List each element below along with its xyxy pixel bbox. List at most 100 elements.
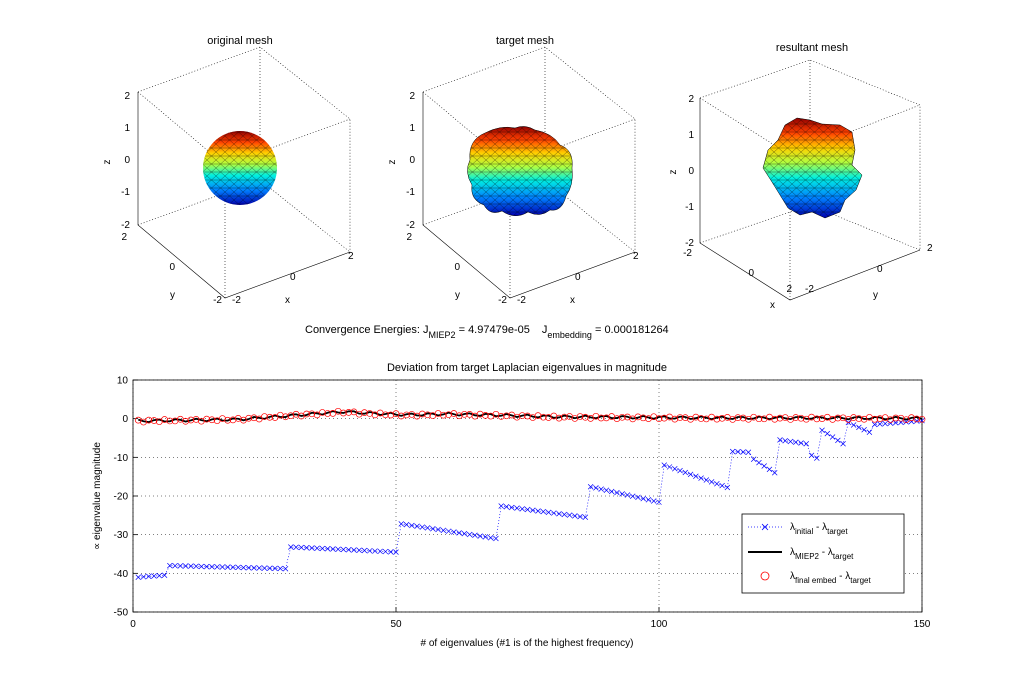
- data-point: [298, 544, 305, 551]
- data-point: [572, 513, 578, 519]
- data-point: [324, 410, 331, 417]
- z-tick: 2: [124, 91, 130, 102]
- data-point: [455, 412, 463, 420]
- data-point: [598, 486, 604, 492]
- x-tick: -2: [232, 295, 241, 306]
- data-point: [351, 547, 357, 553]
- data-point: [182, 417, 189, 425]
- y-tick: 2: [406, 232, 412, 243]
- data-point: [861, 427, 867, 433]
- z-tick: -1: [406, 187, 415, 198]
- data-point: [514, 505, 520, 511]
- data-point: [530, 507, 536, 514]
- x-tick: 2: [348, 251, 354, 262]
- data-point: [330, 546, 336, 552]
- data-point: [545, 414, 552, 421]
- data-point: [161, 572, 168, 579]
- data-point: [819, 427, 825, 434]
- data-point: [877, 421, 883, 427]
- data-point: [435, 526, 441, 533]
- data-point: [693, 473, 699, 480]
- data-point: [293, 544, 299, 551]
- data-point: [560, 413, 568, 421]
- y-tick: 2: [927, 243, 933, 254]
- data-point: [282, 565, 289, 572]
- y-tick: -2: [213, 295, 222, 306]
- data-point: [656, 499, 662, 505]
- mesh-panel-target: target mesh 2 1 0 -1 -2 z 2 0 -2 y -2 0 …: [387, 35, 639, 306]
- data-point: [608, 488, 615, 495]
- z-tick: 1: [124, 123, 130, 134]
- data-point: [734, 414, 742, 421]
- data-point: [209, 563, 215, 570]
- legend-x-marker: [761, 523, 769, 531]
- y-tick: 0: [454, 262, 460, 273]
- z-tick: -2: [406, 220, 415, 231]
- x-axis-label: x: [570, 295, 575, 306]
- x-tick: 2: [633, 251, 639, 262]
- data-point: [282, 413, 289, 421]
- x-tick-label: 0: [130, 619, 136, 630]
- data-point: [414, 523, 420, 530]
- data-point: [818, 415, 826, 422]
- data-point: [582, 514, 589, 521]
- data-point: [267, 565, 273, 572]
- data-point: [524, 506, 531, 513]
- data-point: [472, 532, 478, 539]
- data-point: [240, 564, 247, 571]
- data-point: [477, 533, 483, 539]
- data-point: [539, 413, 547, 421]
- data-point: [913, 415, 921, 423]
- data-point: [624, 492, 631, 498]
- z-tick: -2: [121, 220, 130, 231]
- mesh-panel-resultant: resultant mesh 2 1 0 -1 -2 z -2 0 2 x -2…: [668, 42, 933, 311]
- data-point: [561, 511, 568, 518]
- data-point: [897, 414, 905, 422]
- y-tick: 0: [877, 264, 883, 275]
- data-point: [913, 418, 920, 424]
- data-point: [398, 521, 405, 527]
- data-point: [324, 546, 331, 552]
- y-tick: -2: [498, 295, 507, 306]
- data-point: [692, 413, 700, 421]
- data-point: [309, 545, 315, 551]
- x-axis-label: x: [285, 295, 290, 306]
- data-point: [345, 547, 352, 553]
- data-point: [755, 415, 763, 423]
- y-tick-label: 0: [122, 414, 128, 425]
- y-axis-label: y: [170, 290, 175, 301]
- data-point: [597, 414, 605, 422]
- data-point: [566, 512, 573, 518]
- data-point: [445, 528, 452, 534]
- data-point: [424, 525, 431, 531]
- data-point: [766, 466, 773, 473]
- data-point: [250, 414, 258, 422]
- x-ticks: 0 50 100 150: [130, 607, 931, 630]
- data-point: [603, 487, 610, 494]
- mesh-title: resultant mesh: [776, 42, 848, 54]
- y-axis-label: y: [873, 290, 878, 301]
- data-point: [487, 534, 494, 541]
- data-point: [513, 413, 521, 421]
- data-point: [497, 413, 505, 420]
- data-point: [761, 463, 767, 469]
- x-tick: 0: [290, 272, 296, 283]
- data-point: [156, 572, 163, 579]
- data-point: [287, 412, 295, 420]
- data-point: [718, 414, 726, 422]
- y-tick: -2: [805, 284, 814, 295]
- data-point: [555, 414, 563, 422]
- data-point: [576, 413, 584, 420]
- data-point: [419, 524, 426, 530]
- data-point: [582, 413, 589, 421]
- data-point: [882, 420, 888, 427]
- data-point: [303, 410, 310, 418]
- data-point: [288, 544, 294, 550]
- energy-mid: J: [542, 324, 548, 336]
- mesh-title: original mesh: [207, 35, 272, 47]
- z-tick: 1: [409, 123, 415, 134]
- mesh-panel-original: original mesh 2 1 0 -1 -2 z 2 0 -2 y -2 …: [102, 35, 354, 306]
- data-point: [208, 416, 216, 424]
- data-point: [793, 439, 799, 446]
- data-point: [151, 573, 157, 579]
